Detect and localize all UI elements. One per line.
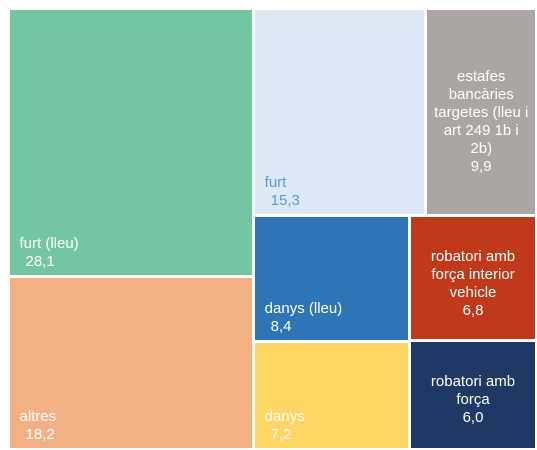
tile: estafes bancàries targetes (lleu i art 2… [426, 9, 536, 215]
tile: robatori amb força 6,0 [410, 341, 536, 449]
value-label: 7,2 [270, 426, 292, 444]
category-label: altres [19, 408, 57, 426]
value-label: 6,8 [462, 302, 484, 320]
category-label: danys (lleu) [264, 300, 343, 318]
tile-label: robatori amb força interior vehicle 6,8 [415, 248, 532, 320]
category-label: furt (lleu) [19, 234, 79, 252]
tile-label: danys 7,2 [265, 408, 305, 444]
tile: danys 7,2 [254, 343, 408, 449]
tile: furt (lleu) 28,1 [9, 9, 252, 275]
value-label: 28,1 [25, 252, 55, 270]
value-label: 18,2 [25, 426, 55, 444]
value-label: 8,4 [270, 318, 292, 336]
tile-label: estafes bancàries targetes (lleu i art 2… [431, 68, 532, 176]
tile-label: robatori amb força 6,0 [415, 373, 532, 427]
tile-label: furt (lleu) 28,1 [20, 235, 79, 271]
tile: furt 15,3 [254, 9, 424, 215]
category-label: furt [264, 174, 287, 192]
tile-label: altres 18,2 [20, 408, 57, 444]
category-label: robatori amb força interior vehicle [430, 248, 516, 302]
value-label: 15,3 [270, 192, 300, 210]
category-label: estafes bancàries targetes (lleu i art 2… [434, 68, 529, 158]
tile: robatori amb força interior vehicle 6,8 [410, 217, 536, 339]
value-label: 9,9 [470, 158, 492, 176]
tile-label: furt 15,3 [265, 174, 300, 210]
tile-label: danys (lleu) 8,4 [265, 300, 343, 336]
category-label: robatori amb força [430, 373, 516, 409]
tile: altres 18,2 [9, 277, 252, 449]
category-label: danys [264, 408, 305, 426]
tile: danys (lleu) 8,4 [254, 217, 408, 341]
value-label: 6,0 [462, 409, 484, 427]
